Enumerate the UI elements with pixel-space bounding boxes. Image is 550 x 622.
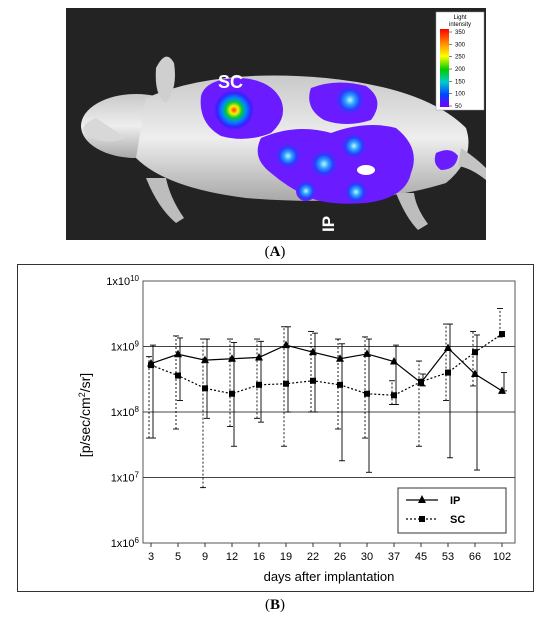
data-point-sc (283, 380, 289, 387)
y-tick-label: 1x1010 (106, 274, 139, 289)
data-point-ip (228, 354, 236, 362)
sc-site-label: SC (218, 72, 243, 92)
series-line-ip (150, 344, 503, 392)
colorbar-tick-label: 100 (455, 92, 466, 98)
x-tick-label: 66 (469, 551, 481, 563)
x-tick-label: 3 (148, 551, 154, 563)
legend: IP SC (397, 487, 507, 534)
x-tick-label: 16 (253, 551, 265, 563)
colorbar-title-2: intensity (449, 22, 471, 28)
data-point-ip (444, 343, 452, 351)
x-tick-label: 30 (361, 551, 373, 563)
data-point-sc (229, 390, 235, 397)
x-tick-label: 5 (175, 551, 181, 563)
series-line-sc (150, 333, 503, 396)
data-point-ip (201, 355, 209, 364)
x-tick-label: 12 (226, 551, 238, 563)
colorbar-tick-label: 300 (455, 42, 466, 48)
data-point-ip (282, 340, 290, 349)
y-axis-label: [p/sec/cm2/sr] (77, 373, 93, 457)
x-tick-label: 22 (307, 551, 319, 563)
y-tick-label: 1x109 (111, 339, 140, 354)
data-point-sc (202, 385, 208, 392)
data-point-ip (390, 357, 398, 365)
colorbar-gradient (440, 29, 449, 107)
data-point-ip (471, 369, 479, 378)
data-point-ip (363, 349, 371, 357)
panel-a-label: (A) (264, 244, 286, 260)
colorbar-tick-label: 250 (455, 55, 466, 61)
data-point-ip (309, 347, 317, 356)
data-point-ip (174, 349, 182, 358)
colorbar-tick-label: 350 (455, 30, 466, 36)
data-point-ip (498, 386, 506, 394)
x-axis-label: days after implantation (264, 569, 395, 584)
panel-b-label: (B) (264, 597, 285, 613)
data-point-ip (336, 354, 344, 362)
data-point-sc (175, 372, 181, 379)
colorbar-tick-label: 200 (455, 67, 466, 73)
x-tick-label: 26 (334, 551, 346, 563)
colorbar-tick-label: 150 (455, 79, 466, 85)
x-tick-label: 53 (442, 551, 454, 563)
x-tick-label: 37 (388, 551, 400, 563)
x-tick-label: 102 (493, 551, 511, 563)
x-tick-label: 9 (202, 551, 208, 563)
data-point-sc (337, 381, 343, 388)
legend-sc-label: SC (450, 514, 465, 526)
data-point-sc (256, 381, 262, 388)
data-point-sc (310, 377, 316, 384)
bioluminescence-image: SC IP Light intensity 350 300 250 200 150 100… (66, 8, 486, 240)
colorbar: Light intensity 350 300 250 200 150 100 50 (435, 11, 485, 111)
ip-site-label: IP (319, 216, 338, 232)
rat-luminescence-graphic: SC IP Light intensity 350 300 250 200 150 100… (66, 8, 486, 240)
luminescence-signal (200, 78, 458, 204)
data-point-sc (499, 331, 505, 338)
data-point-sc (148, 362, 154, 369)
data-point-sc (391, 392, 397, 399)
y-tick-label: 1x107 (111, 470, 140, 485)
legend-ip-marker (418, 495, 426, 503)
data-point-sc (364, 390, 370, 397)
colorbar-tick-label: 50 (455, 104, 462, 110)
y-tick-label: 1x106 (111, 536, 140, 551)
colorbar-title-1: Light (453, 15, 466, 21)
data-point-sc (445, 369, 451, 376)
data-point-sc (418, 378, 424, 385)
data-point-ip (255, 352, 263, 361)
x-tick-label: 45 (415, 551, 427, 563)
luminescence-chart: 1x106 1x107 1x108 1x109 1x1010 3 5 9 12 16 19 22 26… (77, 274, 516, 584)
legend-sc-marker (419, 516, 425, 522)
legend-ip-label: IP (450, 495, 460, 507)
x-tick-label: 19 (280, 551, 292, 563)
chart-panel: 1x106 1x107 1x108 1x109 1x1010 3 5 9 12 16 19 22 26… (17, 264, 534, 592)
y-tick-label: 1x108 (111, 405, 140, 420)
data-point-sc (472, 349, 478, 356)
